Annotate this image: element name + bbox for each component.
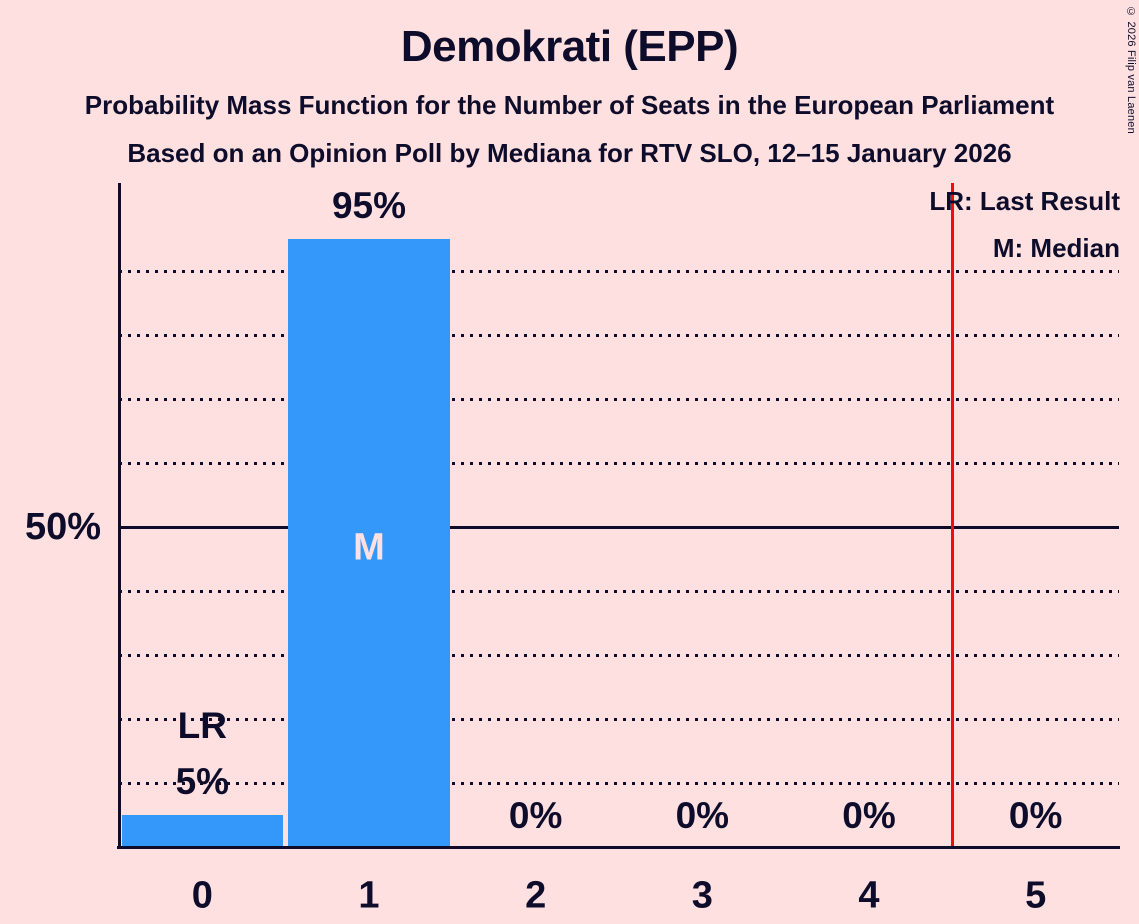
gridline-dotted-60pct [119, 461, 1119, 465]
x-tick-label-0: 0 [191, 874, 213, 917]
bar-value-label-2: 0% [508, 795, 563, 836]
chart-title: Demokrati (EPP) [400, 22, 739, 71]
gridline-dotted-20pct [119, 717, 1119, 721]
gridline-dotted-10pct [119, 781, 1119, 785]
y-axis-50pct-label: 50% [24, 506, 101, 548]
bar-seats-1 [288, 239, 450, 847]
gridline-dotted-30pct [119, 653, 1119, 657]
x-tick-label-3: 3 [691, 874, 713, 917]
y-axis-line [117, 183, 121, 847]
legend-median: M: Median [992, 233, 1120, 263]
gridline-dotted-80pct [119, 333, 1119, 337]
gridline-dotted-40pct [119, 589, 1119, 593]
x-tick-label-5: 5 [1025, 874, 1047, 917]
gridline-dotted-90pct [119, 269, 1119, 273]
chart-subtitle-line2: Based on an Opinion Poll by Mediana for … [127, 138, 1012, 168]
median-marker: M [353, 526, 385, 569]
bar-value-label-1: 95% [331, 185, 407, 226]
red-vertical-line [950, 183, 954, 847]
legend-last-result: LR: Last Result [929, 186, 1120, 216]
gridline-solid-50pct [119, 525, 1119, 529]
x-tick-label-4: 4 [858, 874, 880, 917]
bar-value-label-3: 0% [675, 795, 730, 836]
x-tick-label-1: 1 [358, 874, 380, 917]
bar-seats-0 [121, 815, 284, 847]
bar-value-label-5: 0% [1008, 795, 1063, 836]
bar-value-label-4: 0% [842, 795, 896, 836]
x-tick-label-2: 2 [525, 874, 547, 917]
copyright-text: © 2026 Filip van Laenen [1125, 6, 1137, 134]
bar-value-label-0: 5% [175, 761, 230, 802]
gridline-dotted-70pct [119, 397, 1119, 401]
chart-subtitle-line1: Probability Mass Function for the Number… [84, 90, 1055, 120]
last-result-marker: LR [177, 705, 227, 746]
x-axis-line [117, 845, 1120, 849]
